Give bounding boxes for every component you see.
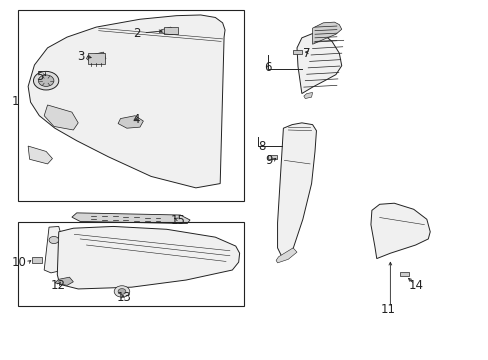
Circle shape [33,71,59,90]
Bar [19,222,244,306]
Polygon shape [303,93,312,99]
Bar [399,272,408,276]
Text: 15: 15 [170,213,185,226]
Polygon shape [44,105,78,130]
Text: 6: 6 [264,61,271,74]
Polygon shape [86,52,106,64]
Bar [267,155,276,159]
Polygon shape [44,226,61,273]
Polygon shape [72,213,190,224]
Polygon shape [159,27,175,34]
Text: 1: 1 [12,95,20,108]
Text: 12: 12 [51,279,66,292]
Text: 13: 13 [117,291,132,305]
Text: 9: 9 [265,154,272,167]
Polygon shape [57,226,239,289]
Text: 8: 8 [258,140,265,153]
Bar [292,50,301,54]
Bar [31,257,42,263]
Text: 11: 11 [380,303,395,316]
Polygon shape [28,146,52,164]
Text: 5: 5 [36,70,44,83]
Text: 2: 2 [132,27,140,40]
Polygon shape [312,22,341,44]
Bar [164,27,178,34]
Polygon shape [55,277,73,285]
Circle shape [114,286,129,297]
Circle shape [38,75,54,86]
Polygon shape [28,15,224,188]
Polygon shape [370,203,429,258]
Bar [19,10,244,202]
Text: 4: 4 [132,113,140,126]
Text: 3: 3 [77,50,84,63]
Text: 7: 7 [302,47,310,60]
Polygon shape [118,116,143,128]
Polygon shape [276,248,296,263]
Text: 14: 14 [408,279,423,292]
Polygon shape [296,33,341,94]
Text: 10: 10 [12,256,27,269]
Bar [88,53,105,64]
Circle shape [118,289,125,294]
Polygon shape [277,123,316,258]
Circle shape [49,237,59,244]
